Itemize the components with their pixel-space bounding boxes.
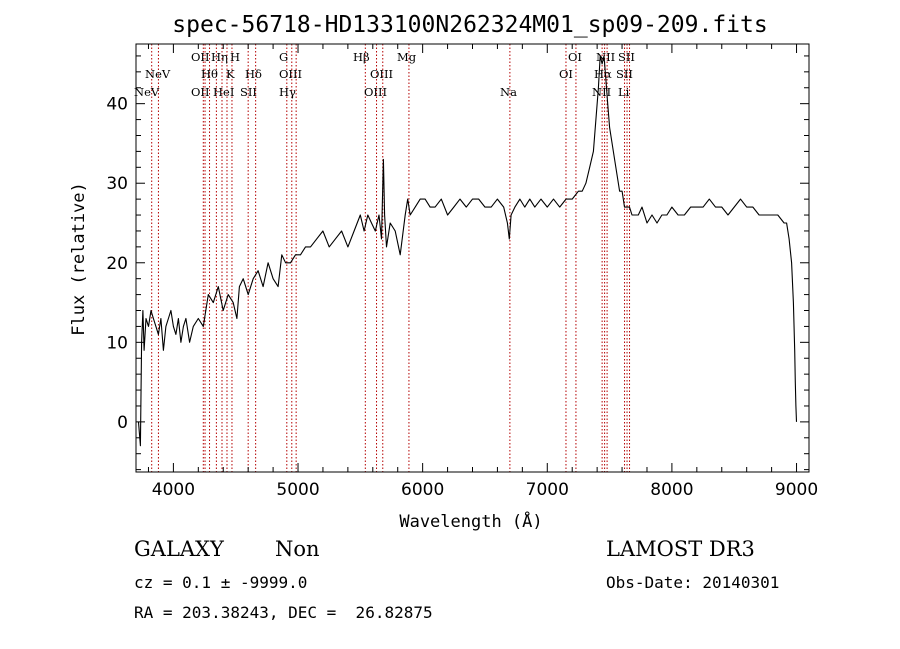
x-tick-label-1: 5000 [276, 480, 319, 500]
plot-frame [135, 43, 810, 473]
spectral-line-markers [151, 44, 631, 472]
line-label-hdelta: Hδ [245, 67, 262, 81]
y-tick-label-1: 10 [106, 333, 128, 353]
line-label-sii-mid: SII [616, 67, 633, 81]
line-label-sii-top: SII [618, 50, 635, 64]
subclass-label: Non [275, 537, 320, 561]
x-tick-label-5: 9000 [775, 480, 818, 500]
line-label-htheta: Hθ [201, 67, 218, 81]
line-label-na: Na [500, 85, 517, 99]
class-label: GALAXY [134, 537, 224, 561]
y-tick-label-3: 30 [106, 174, 128, 194]
line-label-mg: Mg [397, 50, 417, 64]
line-label-oi-top: OI [568, 50, 582, 64]
x-tick-label-3: 7000 [526, 480, 569, 500]
line-label-halpha: Hα [594, 67, 612, 81]
y-tick-label-4: 40 [106, 95, 128, 115]
line-label-nev-mid: NeV [145, 67, 171, 81]
x-tick-label-2: 6000 [401, 480, 444, 500]
chart-title: spec-56718-HD133100N262324M01_sp09-209.f… [172, 12, 767, 38]
line-label-hbeta: Hβ [353, 50, 370, 64]
spectrum-series-line [137, 55, 798, 447]
spectral-line-labels: OII Hη H G Hβ Mg OI NII SII NeV Hθ K Hδ … [134, 50, 635, 99]
line-label-oii-top: OII [191, 50, 210, 64]
line-label-oi-mid: OI [559, 67, 573, 81]
line-label-nii-low: NII [592, 85, 611, 99]
y-tick-label-2: 20 [106, 254, 128, 274]
y-axis-label: Flux (relative) [69, 182, 89, 336]
survey-label: LAMOST DR3 [606, 537, 755, 561]
line-label-oiii-low: OIII [364, 85, 387, 99]
cz-readout: cz = 0.1 ± -9999.0 [134, 573, 308, 592]
x-tick-label-0: 4000 [152, 480, 195, 500]
line-label-oiii-mid2: OIII [370, 67, 393, 81]
x-axis-label: Wavelength (Å) [399, 510, 542, 532]
line-label-hgamma: Hγ [279, 85, 296, 99]
y-tick-label-0: 0 [117, 413, 128, 433]
line-label-nii-top: NII [596, 50, 615, 64]
x-tick-label-4: 8000 [650, 480, 693, 500]
line-label-nev-low: NeV [134, 85, 160, 99]
line-label-h: H [230, 50, 240, 64]
line-label-heta: Hη [211, 50, 228, 64]
radec-readout: RA = 203.38243, DEC = 26.82875 [134, 603, 433, 622]
line-label-oii-low: OII [191, 85, 210, 99]
y-axis-ticks: 0 10 20 30 40 [106, 55, 809, 471]
line-label-oiii-mid1: OIII [279, 67, 302, 81]
x-axis-ticks: 4000 5000 6000 7000 8000 9000 [147, 44, 818, 500]
line-label-sii-low: SII [240, 85, 257, 99]
line-label-g: G [279, 50, 288, 64]
line-label-k: K [226, 67, 235, 81]
line-label-hei: HeI [213, 85, 234, 99]
line-label-li: Li [618, 85, 630, 99]
obs-date: Obs-Date: 20140301 [606, 573, 780, 592]
